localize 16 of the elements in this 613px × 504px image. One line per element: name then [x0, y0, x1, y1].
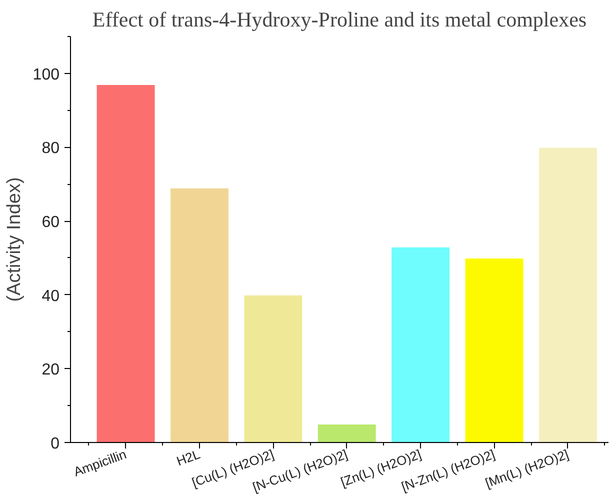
bar: [169, 187, 230, 442]
chart-title: Effect of trans-4-Hydroxy-Proline and its metal complexes: [92, 8, 587, 32]
y-axis-title: (Activity Index): [4, 177, 25, 302]
bar: [464, 257, 524, 442]
bar: [390, 246, 451, 442]
bar: [316, 424, 377, 442]
x-tick-label: H2L: [174, 446, 202, 469]
y-tick-label: 80: [42, 140, 60, 158]
bar: [538, 146, 598, 442]
y-tick-label: 100: [32, 66, 60, 84]
bar: [243, 294, 304, 442]
bar: [96, 84, 156, 442]
y-tick-label: 20: [42, 362, 60, 379]
y-tick-label: 40: [42, 288, 60, 305]
y-tick-label: 0: [50, 436, 60, 452]
y-tick-label: 60: [42, 214, 60, 232]
